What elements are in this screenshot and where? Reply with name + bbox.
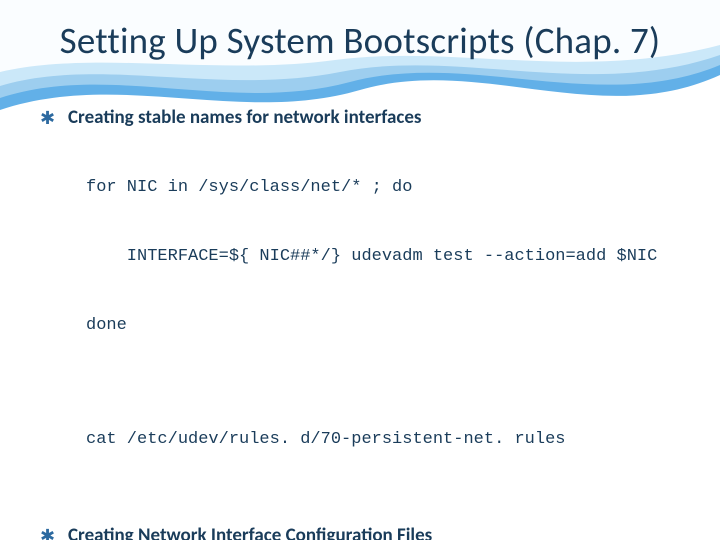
bullet-heading: Creating Network Interface Configuration…	[68, 524, 680, 540]
code-block: for NIC in /sys/class/net/* ; do INTERFA…	[68, 131, 680, 498]
code-line: cat /etc/udev/rules. d/70-persistent-net…	[86, 429, 680, 452]
bullet-heading: Creating stable names for network interf…	[68, 106, 680, 129]
slide-title: Setting Up System Bootscripts (Chap. 7)	[40, 18, 680, 64]
code-line: done	[86, 315, 680, 338]
bullet-item: ✱ Creating Network Interface Configurati…	[40, 524, 680, 540]
asterisk-icon: ✱	[40, 529, 54, 540]
code-line: INTERFACE=${ NIC##*/} udevadm test --act…	[86, 246, 680, 269]
bullet-item: ✱ Creating stable names for network inte…	[40, 106, 680, 498]
code-line: for NIC in /sys/class/net/* ; do	[86, 177, 680, 200]
slide-content: Setting Up System Bootscripts (Chap. 7) …	[0, 0, 720, 540]
asterisk-icon: ✱	[40, 111, 54, 125]
